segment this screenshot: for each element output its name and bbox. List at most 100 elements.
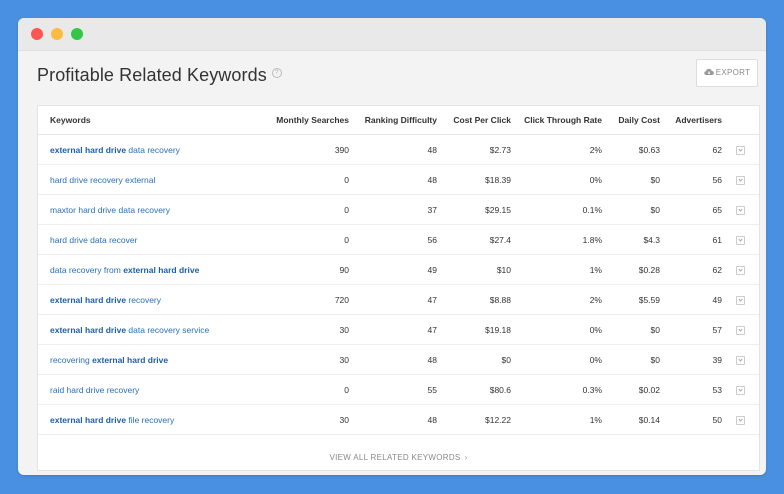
keyword-text: hard drive recovery external bbox=[50, 174, 156, 185]
expand-chevron-icon[interactable] bbox=[736, 235, 745, 245]
keyword-link[interactable]: external hard drive recovery bbox=[38, 284, 238, 315]
cell-click-through-rate: 1% bbox=[511, 404, 602, 435]
cell-cost-per-click: $12.22 bbox=[437, 404, 511, 435]
keyword-link[interactable]: raid hard drive recovery bbox=[38, 374, 238, 405]
cell-monthly-searches: 0 bbox=[238, 194, 349, 225]
keyword-link[interactable]: data recovery from external hard drive bbox=[38, 254, 238, 285]
cell-cost-per-click: $29.15 bbox=[437, 194, 511, 225]
cell-daily-cost: $4.3 bbox=[602, 224, 660, 255]
row-action-cell bbox=[722, 194, 759, 225]
keyword-match-text: external hard drive bbox=[123, 264, 200, 275]
table-row: raid hard drive recovery 0 55 $80.6 0.3% $0.0… bbox=[38, 374, 759, 405]
cell-ranking-difficulty: 48 bbox=[349, 404, 437, 435]
keyword-match-text: external hard drive bbox=[50, 414, 127, 425]
cell-daily-cost: $5.59 bbox=[602, 284, 660, 315]
zoom-window-button[interactable] bbox=[71, 28, 83, 40]
keyword-link[interactable]: hard drive data recover bbox=[38, 224, 238, 255]
keyword-link[interactable]: maxtor hard drive data recovery bbox=[38, 194, 238, 225]
page-title-text: Profitable Related Keywords bbox=[37, 65, 267, 85]
row-action-cell bbox=[722, 134, 759, 165]
row-action-cell bbox=[722, 254, 759, 285]
expand-chevron-icon[interactable] bbox=[736, 295, 745, 305]
row-action-cell bbox=[722, 344, 759, 375]
cell-click-through-rate: 0% bbox=[511, 164, 602, 195]
cell-click-through-rate: 1.8% bbox=[511, 224, 602, 255]
cell-monthly-searches: 90 bbox=[238, 254, 349, 285]
cell-ranking-difficulty: 47 bbox=[349, 314, 437, 345]
table-row: maxtor hard drive data recovery 0 37 $29.15… bbox=[38, 194, 759, 225]
keyword-text: recovery bbox=[126, 294, 162, 305]
column-header-monthly-searches[interactable]: Monthly Searches bbox=[238, 106, 349, 135]
keyword-text: file recovery bbox=[126, 414, 175, 425]
page-title: Profitable Related Keywords? bbox=[37, 65, 282, 86]
chevron-right-icon: › bbox=[464, 453, 468, 462]
expand-chevron-icon[interactable] bbox=[736, 265, 745, 275]
expand-chevron-icon[interactable] bbox=[736, 205, 745, 215]
cell-advertisers: 53 bbox=[660, 374, 722, 405]
column-header-cost-per-click[interactable]: Cost Per Click bbox=[437, 106, 511, 135]
row-action-cell bbox=[722, 374, 759, 405]
keyword-text: recovering bbox=[50, 354, 93, 365]
minimize-window-button[interactable] bbox=[51, 28, 63, 40]
keyword-match-text: external hard drive bbox=[50, 324, 127, 335]
export-button[interactable]: EXPORT bbox=[696, 59, 758, 87]
expand-chevron-icon[interactable] bbox=[736, 355, 745, 365]
column-header-advertisers[interactable]: Advertisers bbox=[660, 106, 722, 135]
keywords-table: Keywords Monthly Searches Ranking Diffic… bbox=[38, 106, 759, 435]
cell-click-through-rate: 2% bbox=[511, 284, 602, 315]
expand-chevron-icon[interactable] bbox=[736, 325, 745, 335]
window-titlebar bbox=[18, 18, 766, 51]
keyword-match-text: external hard drive bbox=[50, 144, 127, 155]
expand-chevron-icon[interactable] bbox=[736, 145, 745, 155]
cell-cost-per-click: $27.4 bbox=[437, 224, 511, 255]
keyword-link[interactable]: external hard drive data recovery bbox=[38, 134, 238, 165]
column-header-daily-cost[interactable]: Daily Cost bbox=[602, 106, 660, 135]
cell-click-through-rate: 0% bbox=[511, 344, 602, 375]
page-header: Profitable Related Keywords? EXPORT bbox=[18, 51, 766, 105]
keyword-link[interactable]: external hard drive file recovery bbox=[38, 404, 238, 435]
cell-advertisers: 56 bbox=[660, 164, 722, 195]
expand-chevron-icon[interactable] bbox=[736, 385, 745, 395]
column-header-ranking-difficulty[interactable]: Ranking Difficulty bbox=[349, 106, 437, 135]
keywords-table-card: Keywords Monthly Searches Ranking Diffic… bbox=[37, 105, 760, 471]
table-row: external hard drive file recovery 30 48 $12… bbox=[38, 404, 759, 435]
expand-chevron-icon[interactable] bbox=[736, 175, 745, 185]
column-header-actions bbox=[722, 106, 759, 135]
cloud-download-icon bbox=[704, 68, 714, 75]
cell-advertisers: 50 bbox=[660, 404, 722, 435]
table-row: external hard drive data recovery servic… bbox=[38, 314, 759, 345]
view-all-related-keywords-link[interactable]: VIEW ALL RELATED KEYWORDS › bbox=[38, 453, 759, 462]
cell-cost-per-click: $10 bbox=[437, 254, 511, 285]
keyword-link[interactable]: hard drive recovery external bbox=[38, 164, 238, 195]
cell-click-through-rate: 0.1% bbox=[511, 194, 602, 225]
row-action-cell bbox=[722, 224, 759, 255]
column-header-click-through-rate[interactable]: Click Through Rate bbox=[511, 106, 602, 135]
cell-daily-cost: $0.02 bbox=[602, 374, 660, 405]
table-row: hard drive recovery external 0 48 $18.39 0% $… bbox=[38, 164, 759, 195]
keyword-link[interactable]: external hard drive data recovery servic… bbox=[38, 314, 238, 345]
table-row: data recovery from external hard drive 90… bbox=[38, 254, 759, 285]
cell-daily-cost: $0.14 bbox=[602, 404, 660, 435]
export-button-label: EXPORT bbox=[715, 68, 751, 77]
cell-ranking-difficulty: 48 bbox=[349, 344, 437, 375]
column-header-keywords[interactable]: Keywords bbox=[38, 106, 238, 135]
cell-monthly-searches: 30 bbox=[238, 314, 349, 345]
cell-advertisers: 61 bbox=[660, 224, 722, 255]
question-circle-icon[interactable]: ? bbox=[271, 68, 282, 78]
keyword-text: data recovery service bbox=[126, 324, 210, 335]
cell-advertisers: 57 bbox=[660, 314, 722, 345]
cell-advertisers: 39 bbox=[660, 344, 722, 375]
cell-click-through-rate: 0% bbox=[511, 314, 602, 345]
keyword-text: data recovery from bbox=[50, 264, 124, 275]
cell-click-through-rate: 1% bbox=[511, 254, 602, 285]
cell-cost-per-click: $19.18 bbox=[437, 314, 511, 345]
close-window-button[interactable] bbox=[31, 28, 43, 40]
cell-daily-cost: $0 bbox=[602, 314, 660, 345]
cell-advertisers: 49 bbox=[660, 284, 722, 315]
cell-ranking-difficulty: 55 bbox=[349, 374, 437, 405]
cell-cost-per-click: $0 bbox=[437, 344, 511, 375]
cell-cost-per-click: $18.39 bbox=[437, 164, 511, 195]
keyword-link[interactable]: recovering external hard drive bbox=[38, 344, 238, 375]
cell-ranking-difficulty: 37 bbox=[349, 194, 437, 225]
expand-chevron-icon[interactable] bbox=[736, 415, 745, 425]
